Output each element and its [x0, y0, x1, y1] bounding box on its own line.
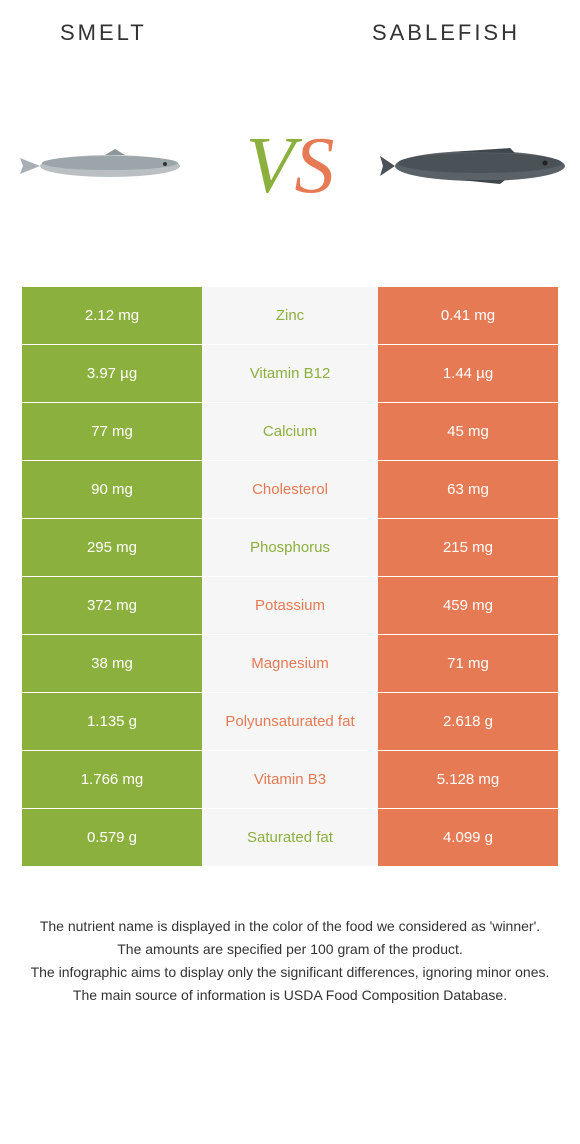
cell-left-value: 77 mg: [22, 403, 202, 460]
cell-left-value: 90 mg: [22, 461, 202, 518]
infographic-container: Smelt Sablefish VS 2: [0, 0, 580, 1028]
food-title-right: Sablefish: [372, 20, 520, 46]
cell-left-value: 372 mg: [22, 577, 202, 634]
vs-label: VS: [246, 121, 335, 212]
cell-left-value: 3.97 µg: [22, 345, 202, 402]
nutrient-table: 2.12 mgZinc0.41 mg3.97 µgVitamin B121.44…: [0, 286, 580, 866]
cell-left-value: 1.135 g: [22, 693, 202, 750]
vs-section: VS: [0, 56, 580, 286]
footer-line-2: The amounts are specified per 100 gram o…: [24, 939, 556, 960]
cell-right-value: 45 mg: [378, 403, 558, 460]
food-title-left: Smelt: [60, 20, 147, 46]
cell-right-value: 215 mg: [378, 519, 558, 576]
vs-v-letter: V: [246, 121, 295, 212]
sablefish-icon: [380, 136, 570, 196]
cell-right-value: 459 mg: [378, 577, 558, 634]
cell-nutrient-name: Phosphorus: [202, 519, 378, 576]
cell-right-value: 4.099 g: [378, 809, 558, 866]
table-row: 90 mgCholesterol63 mg: [22, 460, 558, 518]
cell-right-value: 1.44 µg: [378, 345, 558, 402]
cell-left-value: 0.579 g: [22, 809, 202, 866]
cell-nutrient-name: Calcium: [202, 403, 378, 460]
cell-nutrient-name: Potassium: [202, 577, 378, 634]
table-row: 372 mgPotassium459 mg: [22, 576, 558, 634]
fish-left-image: [10, 141, 200, 191]
table-row: 1.766 mgVitamin B35.128 mg: [22, 750, 558, 808]
table-row: 1.135 gPolyunsaturated fat2.618 g: [22, 692, 558, 750]
cell-left-value: 38 mg: [22, 635, 202, 692]
cell-nutrient-name: Cholesterol: [202, 461, 378, 518]
cell-nutrient-name: Zinc: [202, 287, 378, 344]
cell-left-value: 1.766 mg: [22, 751, 202, 808]
table-row: 2.12 mgZinc0.41 mg: [22, 286, 558, 344]
fish-right-image: [380, 136, 570, 196]
table-row: 38 mgMagnesium71 mg: [22, 634, 558, 692]
footer-line-1: The nutrient name is displayed in the co…: [24, 916, 556, 937]
cell-nutrient-name: Magnesium: [202, 635, 378, 692]
cell-nutrient-name: Vitamin B3: [202, 751, 378, 808]
cell-right-value: 63 mg: [378, 461, 558, 518]
table-row: 295 mgPhosphorus215 mg: [22, 518, 558, 576]
table-row: 0.579 gSaturated fat4.099 g: [22, 808, 558, 866]
table-row: 3.97 µgVitamin B121.44 µg: [22, 344, 558, 402]
smelt-icon: [15, 141, 195, 191]
cell-nutrient-name: Vitamin B12: [202, 345, 378, 402]
footer-line-4: The main source of information is USDA F…: [24, 985, 556, 1006]
table-row: 77 mgCalcium45 mg: [22, 402, 558, 460]
footer-line-3: The infographic aims to display only the…: [24, 962, 556, 983]
cell-right-value: 0.41 mg: [378, 287, 558, 344]
cell-right-value: 5.128 mg: [378, 751, 558, 808]
cell-right-value: 2.618 g: [378, 693, 558, 750]
cell-left-value: 2.12 mg: [22, 287, 202, 344]
cell-nutrient-name: Saturated fat: [202, 809, 378, 866]
cell-right-value: 71 mg: [378, 635, 558, 692]
cell-nutrient-name: Polyunsaturated fat: [202, 693, 378, 750]
cell-left-value: 295 mg: [22, 519, 202, 576]
header: Smelt Sablefish: [0, 0, 580, 56]
footer-notes: The nutrient name is displayed in the co…: [0, 866, 580, 1028]
vs-s-letter: S: [294, 121, 334, 212]
